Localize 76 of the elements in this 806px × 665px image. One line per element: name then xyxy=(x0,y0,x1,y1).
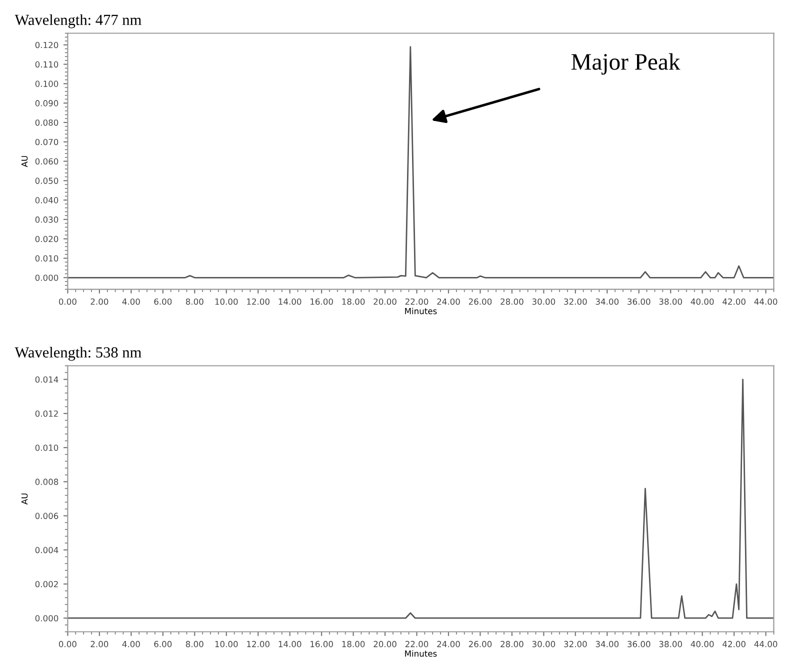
y-axis-title: AU xyxy=(21,494,28,505)
x-tick-label: 20.00 xyxy=(374,298,396,305)
x-tick-label: 8.00 xyxy=(186,298,204,305)
y-tick-label: 0.000 xyxy=(35,274,58,281)
x-tick-label: 40.00 xyxy=(690,640,714,648)
x-tick-label: 26.00 xyxy=(468,640,492,648)
x-axis-title: Minutes xyxy=(405,308,437,314)
x-tick-label: 2.00 xyxy=(90,298,108,305)
y-tick-label: 0.010 xyxy=(35,255,58,262)
line-series xyxy=(68,46,774,278)
y-tick-label: 0.006 xyxy=(35,512,58,520)
x-tick-label: 38.00 xyxy=(659,640,682,648)
x-tick-label: 18.00 xyxy=(342,298,365,305)
annotation: Major Peak xyxy=(571,53,680,75)
x-tick-label: 2.00 xyxy=(90,640,108,648)
x-tick-label: 16.00 xyxy=(310,298,333,305)
x-tick-label: 10.00 xyxy=(215,298,238,305)
x-tick-label: 22.00 xyxy=(405,640,428,648)
chart-title: Wavelength: 477 nm xyxy=(14,14,142,28)
x-tick-label: 4.00 xyxy=(122,640,140,648)
x-tick-label: 32.00 xyxy=(564,640,587,648)
x-tick-label: 6.00 xyxy=(154,640,172,648)
y-tick-label: 0.100 xyxy=(35,80,58,87)
y-tick-label: 0.012 xyxy=(35,410,58,417)
x-tick-label: 32.00 xyxy=(564,298,587,305)
x-tick-label: 36.00 xyxy=(628,298,650,305)
line-series xyxy=(68,378,774,619)
x-tick-label: 44.00 xyxy=(754,298,778,305)
y-tick-label: 0.030 xyxy=(35,216,58,223)
x-tick-label: 28.00 xyxy=(500,298,524,305)
y-tick-label: 0.070 xyxy=(35,138,58,146)
y-tick-label: 0.080 xyxy=(35,119,58,126)
x-tick-label: 6.00 xyxy=(154,298,172,305)
y-tick-label: 0.040 xyxy=(35,197,58,204)
y-tick-label: 0.008 xyxy=(35,478,58,485)
x-tick-label: 40.00 xyxy=(690,298,714,305)
x-tick-label: 26.00 xyxy=(468,298,492,305)
y-tick-label: 0.014 xyxy=(35,376,58,383)
x-tick-label: 18.00 xyxy=(342,640,365,648)
x-tick-label: 42.00 xyxy=(722,640,746,648)
y-tick-label: 0.110 xyxy=(35,61,58,68)
x-tick-label: 24.00 xyxy=(437,298,460,305)
x-tick-label: 24.00 xyxy=(437,640,460,648)
x-tick-label: 38.00 xyxy=(659,298,682,305)
x-tick-label: 0.00 xyxy=(58,640,76,648)
x-tick-label: 30.00 xyxy=(532,640,556,648)
x-tick-label: 14.00 xyxy=(278,298,302,305)
y-tick-label: 0.010 xyxy=(35,444,58,451)
x-tick-label: 14.00 xyxy=(278,640,302,648)
x-tick-label: 10.00 xyxy=(215,640,238,648)
x-tick-label: 44.00 xyxy=(754,640,778,648)
x-tick-label: 22.00 xyxy=(405,298,428,305)
y-tick-label: 0.000 xyxy=(35,615,58,622)
x-tick-label: 34.00 xyxy=(596,640,619,648)
x-tick-label: 12.00 xyxy=(247,298,270,305)
x-tick-label: 42.00 xyxy=(722,298,746,305)
x-tick-label: 28.00 xyxy=(500,640,524,648)
y-tick-label: 0.002 xyxy=(35,580,58,588)
chart-title: Wavelength: 538 nm xyxy=(14,346,142,361)
x-axis-title: Minutes xyxy=(405,650,437,657)
y-tick-label: 0.004 xyxy=(35,546,58,554)
x-tick-label: 16.00 xyxy=(310,640,333,648)
y-tick-label: 0.060 xyxy=(35,158,58,165)
x-tick-label: 34.00 xyxy=(596,298,619,305)
x-tick-label: 20.00 xyxy=(374,640,396,648)
x-tick-label: 30.00 xyxy=(532,298,556,305)
x-tick-label: 4.00 xyxy=(122,298,140,305)
x-tick-label: 12.00 xyxy=(247,640,270,648)
x-tick-label: 36.00 xyxy=(628,640,650,648)
y-tick-label: 0.050 xyxy=(35,178,58,184)
y-tick-label: 0.020 xyxy=(35,236,58,242)
y-tick-label: 0.120 xyxy=(35,42,58,48)
y-tick-label: 0.090 xyxy=(35,100,58,106)
x-tick-label: 8.00 xyxy=(186,640,204,648)
x-tick-label: 0.00 xyxy=(58,298,76,305)
y-axis-title: AU xyxy=(21,156,28,168)
